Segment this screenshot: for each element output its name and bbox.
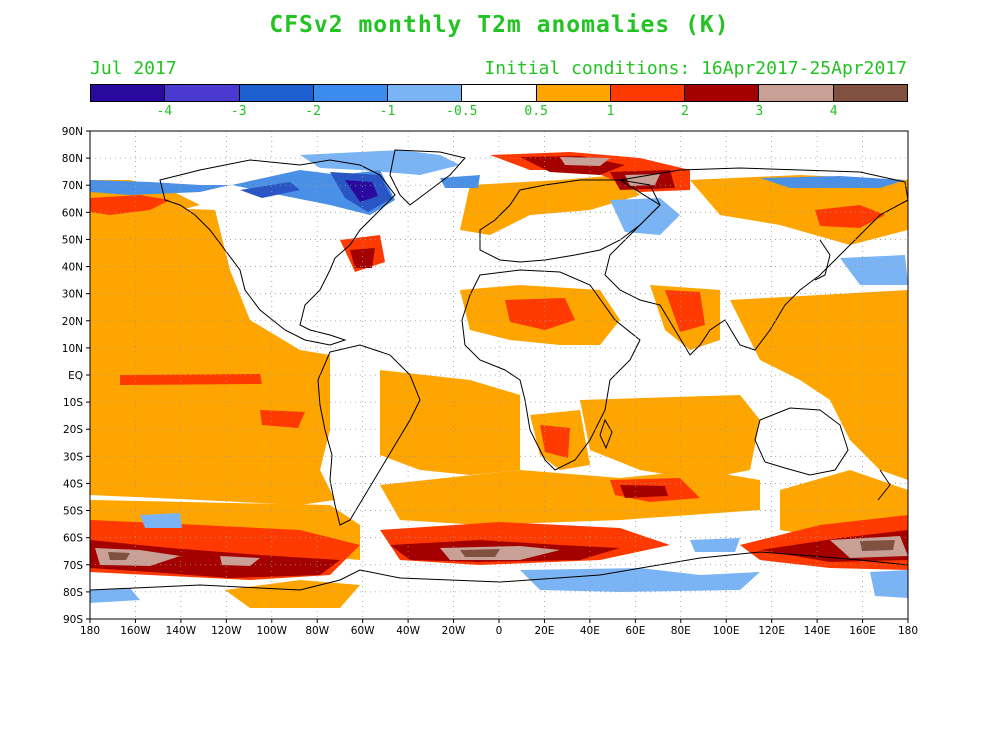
antarctica-outline [90, 551, 908, 591]
lat-tick-label: EQ [68, 370, 83, 382]
lon-tick-label: 100E [713, 625, 740, 637]
colorbar [90, 84, 908, 102]
colorbar-segment [388, 85, 463, 101]
colorbar-label: -1 [379, 104, 396, 119]
colorbar-label: 2 [680, 104, 689, 119]
greenland-outline [389, 149, 466, 206]
colorbar-segment [833, 85, 907, 101]
tick-marks [86, 130, 909, 623]
colorbar-label: 1 [606, 104, 615, 119]
asia-outline [604, 167, 908, 356]
colorbar-label: 0.5 [524, 104, 548, 119]
lat-tick-label: 50N [62, 234, 83, 246]
lon-tick-label: 140E [804, 625, 831, 637]
north-america-outline [159, 159, 396, 346]
lon-tick-label: 120W [211, 625, 242, 637]
lon-tick-label: 180 [898, 625, 918, 637]
lon-tick-label: 120E [758, 625, 785, 637]
europe-outline [479, 179, 661, 263]
map-body [90, 131, 908, 619]
madagascar-outline [599, 418, 613, 450]
lat-tick-label: 60S [63, 533, 83, 545]
lon-tick-label: 180 [80, 625, 100, 637]
lat-tick-label: 40N [62, 262, 83, 274]
colorbar-label: 4 [829, 104, 838, 119]
lon-tick-label: 160W [120, 625, 151, 637]
colorbar-label: -3 [230, 104, 247, 119]
south-america-outline [317, 344, 421, 526]
lat-tick-label: 70N [62, 180, 83, 192]
longitude-labels: 180 160W 140W 120W 100W 80W 60W 40W 20W 0 20E 40E 60… [80, 625, 918, 637]
colorbar-segment [313, 85, 389, 101]
lat-tick-label: 70S [63, 560, 83, 572]
lat-tick-label: 50S [63, 506, 83, 518]
lon-tick-label: 60E [625, 625, 645, 637]
lon-tick-label: 40W [396, 625, 420, 637]
lon-tick-label: 80W [305, 625, 329, 637]
colorbar-segment [239, 85, 314, 101]
initial-conditions-label: Initial conditions: 16Apr2017-25Apr2017 [484, 58, 907, 79]
colorbar-segment [462, 85, 537, 101]
lon-tick-label: 40E [580, 625, 600, 637]
japan-outline [814, 239, 831, 281]
lon-tick-label: 0 [496, 625, 503, 637]
lat-tick-label: 90N [62, 126, 83, 138]
lon-tick-label: 80E [671, 625, 691, 637]
anomaly-shading [90, 150, 908, 608]
lon-tick-label: 160E [849, 625, 876, 637]
lon-tick-label: 140W [166, 625, 197, 637]
new-zealand-outline [877, 469, 891, 501]
colorbar-label: -0.5 [446, 104, 478, 119]
coastlines [90, 149, 908, 591]
australia-outline [754, 407, 849, 476]
colorbar-segment [610, 85, 686, 101]
lat-tick-label: 10S [63, 397, 83, 409]
colorbar-label: -2 [305, 104, 321, 119]
lat-tick-label: 90S [63, 614, 83, 626]
lon-tick-label: 20E [534, 625, 554, 637]
lat-tick-label: 20N [62, 316, 83, 328]
colorbar-segment [759, 85, 834, 101]
valid-month-label: Jul 2017 [90, 58, 177, 79]
lon-tick-label: 60W [351, 625, 375, 637]
lat-tick-label: 40S [63, 478, 83, 490]
lat-tick-label: 20S [63, 424, 83, 436]
lat-tick-label: 10N [62, 343, 83, 355]
lat-tick-label: 30N [62, 289, 83, 301]
colorbar-label: -4 [156, 104, 173, 119]
lon-tick-label: 20W [442, 625, 466, 637]
colorbar-segment [165, 85, 240, 101]
colorbar-segment [536, 85, 611, 101]
latitude-labels: 90N 80N 70N 60N 50N 40N 30N 20N 10N EQ 10S 20S 30S 40… [62, 126, 84, 626]
colorbar-segment [685, 85, 760, 101]
colorbar-label: 3 [755, 104, 764, 119]
colorbar-labels: -4 -3 -2 -1 -0.5 0.5 1 2 3 4 [90, 104, 908, 122]
colorbar-segment [91, 85, 166, 101]
lon-tick-label: 100W [257, 625, 288, 637]
lat-tick-label: 80S [63, 587, 83, 599]
map-title: CFSv2 monthly T2m anomalies (K) [269, 12, 730, 38]
lat-tick-label: 80N [62, 153, 83, 165]
lat-tick-label: 30S [63, 451, 83, 463]
africa-outline [461, 269, 641, 471]
lat-tick-label: 60N [62, 207, 83, 219]
